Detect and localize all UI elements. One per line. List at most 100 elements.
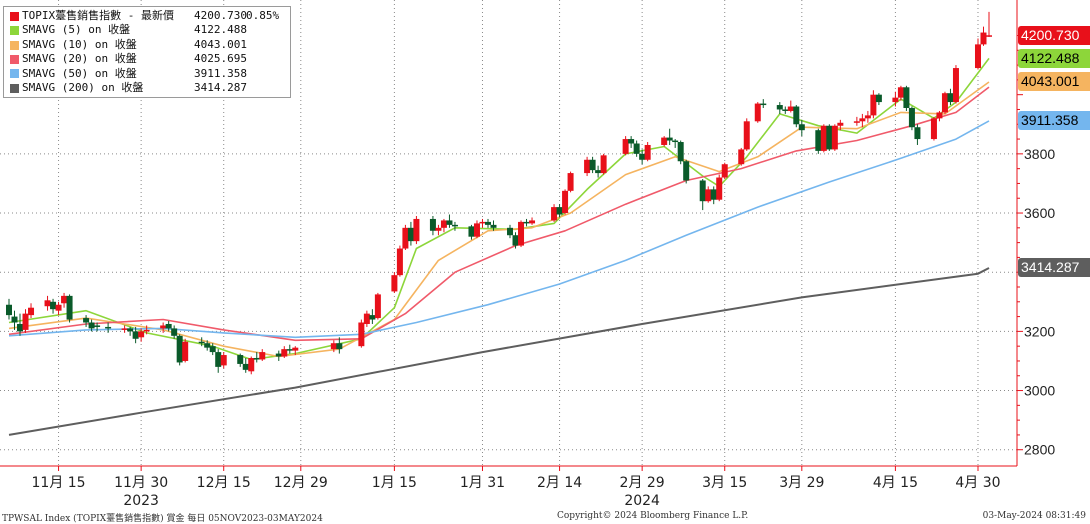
x-tick-label: 12月 15 [197, 475, 251, 491]
candle-body [859, 118, 866, 122]
x-tick-label: 11月 15 [32, 475, 86, 491]
candle-body [336, 343, 343, 350]
candle-body [28, 307, 35, 316]
candle-body [105, 326, 112, 329]
candle-body [864, 115, 871, 119]
candle-body [209, 346, 216, 353]
candle-body [815, 130, 822, 151]
candle-body [710, 189, 717, 200]
candle-body [132, 331, 139, 339]
legend-label-sma20: SMAVG (20) on 收盤 [22, 52, 137, 66]
candle-body [374, 294, 381, 319]
candle-body [259, 352, 266, 360]
footer: TPWSAL Index (TOPIX薹售銷售指數) 賞金 每日 05NOV20… [0, 510, 1090, 524]
candle-body [622, 139, 629, 154]
y-tick-label: 2800 [1024, 442, 1055, 458]
candle-body [253, 358, 260, 360]
candle-body [892, 97, 899, 103]
legend-row-sma20: SMAVG (20) on 收盤 4025.695 [10, 52, 286, 66]
candle-body [440, 220, 447, 228]
y-axis: 280030003200340036003800 [0, 0, 1055, 467]
candle-body [358, 322, 365, 347]
candle-body [639, 153, 646, 160]
candle-body [160, 325, 167, 329]
legend-change-pct: 0.85% [246, 9, 280, 22]
x-year-label: 2024 [624, 493, 660, 509]
candle-body [17, 323, 24, 332]
candle-body [479, 221, 486, 224]
candle-body [237, 355, 244, 364]
x-tick-label: 1月 31 [460, 475, 505, 491]
candle-body [204, 343, 211, 348]
candle-body [83, 318, 90, 323]
legend-swatch-price [10, 11, 19, 21]
candle-body [980, 32, 987, 45]
candle-body [523, 221, 530, 224]
legend-value-sma5: 4122.488 [194, 23, 247, 37]
candle-body [198, 341, 205, 344]
candle-body [512, 235, 519, 246]
series-line-3 [8, 86, 990, 342]
legend-value-sma20: 4025.695 [194, 52, 247, 66]
candle-body [584, 159, 591, 174]
candle-body [705, 189, 712, 202]
candle-body [941, 93, 948, 113]
candle-body [677, 142, 684, 162]
series-line-1 [8, 57, 990, 361]
legend-swatch-sma50 [10, 69, 19, 79]
x-tick-label: 2月 14 [537, 475, 582, 491]
footer-timestamp: 03-May-2024 08:31:49 [982, 511, 1086, 521]
legend-row-sma5: SMAVG (5) on 收盤 4122.488 [10, 23, 286, 37]
candle-body [242, 363, 249, 370]
candle-body [875, 94, 882, 103]
candle-body [831, 125, 838, 150]
candle-body [215, 352, 222, 367]
y-tick-label: 3000 [1024, 383, 1055, 399]
legend-row-sma200: SMAVG (200) on 收盤 3414.287 [10, 81, 286, 95]
candle-body [55, 304, 62, 311]
candle-body [127, 328, 134, 332]
x-tick-label: 4月 15 [873, 475, 918, 491]
candle-body [176, 335, 183, 363]
candle-body [738, 149, 745, 165]
y-tick-label: 3600 [1024, 205, 1055, 221]
legend-row-sma10: SMAVG (10) on 收盤 4043.001 [10, 38, 286, 52]
candle-body [88, 322, 95, 329]
candle-body [507, 227, 514, 236]
candle-body [138, 331, 145, 338]
legend-label-sma50: SMAVG (50) on 收盤 [22, 66, 137, 80]
legend-swatch-sma200 [10, 83, 19, 93]
candle-body [633, 143, 640, 154]
candle-body [628, 139, 635, 144]
grid-lines [0, 0, 1017, 466]
candle-body [562, 190, 569, 214]
candle-body [760, 103, 767, 106]
candle-body [413, 218, 420, 242]
candle-body [518, 221, 525, 246]
candle-body [699, 180, 706, 202]
legend-value-sma200: 3414.287 [194, 81, 247, 95]
legend-label-sma10: SMAVG (10) on 收盤 [22, 37, 137, 51]
price-label-4: 3911.358 [1018, 111, 1090, 131]
candle-body [551, 207, 558, 221]
x-axis: 11月 15 11月 30 12月 15 12月 29 1月 15 1月 31 2月 14 2… [32, 466, 1001, 509]
legend: TOPIX薹售銷售指數 - 最新價 4200.730 0.85% SMAVG (… [3, 6, 291, 98]
legend-swatch-sma20 [10, 54, 19, 64]
price-label-3: 4043.001 [1018, 72, 1090, 92]
candle-body [793, 106, 800, 125]
candle-body [220, 355, 227, 366]
candle-body [914, 127, 921, 140]
candle-body [363, 313, 370, 324]
candle-body [936, 112, 943, 119]
x-tick-label: 3月 29 [779, 475, 824, 491]
candle-body [776, 105, 783, 110]
candle-body [567, 173, 574, 191]
candle-body [484, 221, 491, 225]
candle-body [22, 313, 29, 330]
candle-body [286, 349, 293, 351]
legend-row-sma50: SMAVG (50) on 收盤 3911.358 [10, 67, 286, 81]
x-tick-label: 3月 15 [702, 475, 747, 491]
candle-body [171, 328, 178, 336]
candle-body [820, 125, 827, 151]
